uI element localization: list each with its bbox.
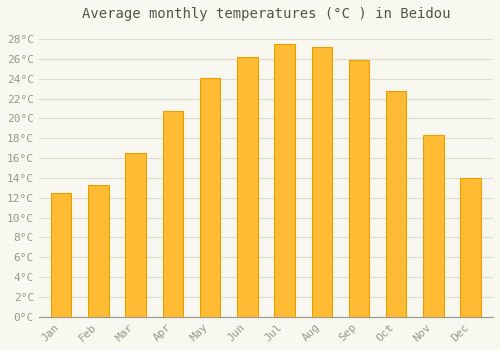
Bar [349, 60, 370, 317]
Bar [423, 135, 444, 317]
Bar [386, 91, 406, 317]
Title: Average monthly temperatures (°C ) in Beidou: Average monthly temperatures (°C ) in Be… [82, 7, 450, 21]
Bar [200, 78, 220, 317]
Bar [126, 153, 146, 317]
Bar [88, 185, 108, 317]
Bar [460, 178, 481, 317]
Bar [237, 57, 258, 317]
Bar [312, 47, 332, 317]
Bar [274, 44, 295, 317]
Bar [51, 193, 72, 317]
Bar [162, 111, 183, 317]
